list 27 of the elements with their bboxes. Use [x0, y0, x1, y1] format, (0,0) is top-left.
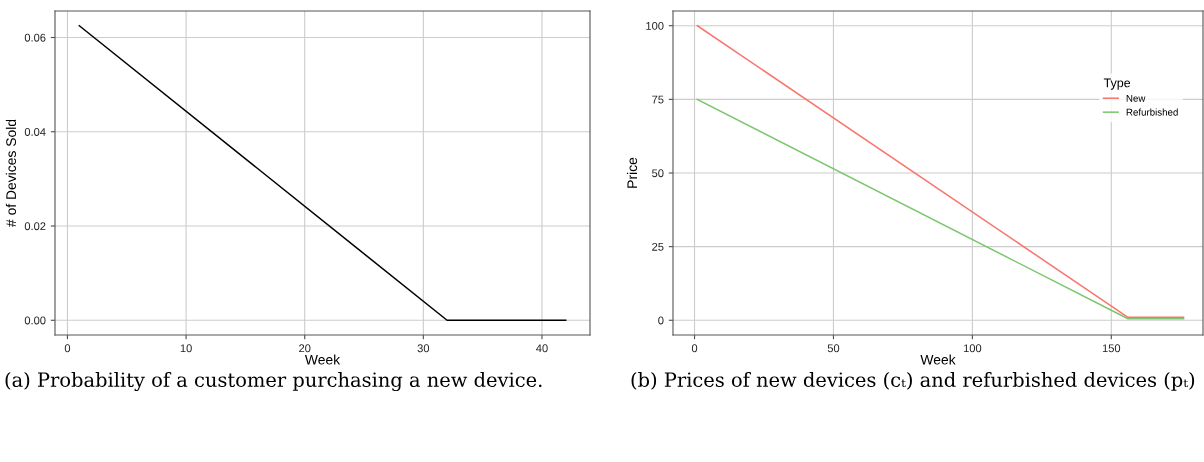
x-tick-label: 0	[691, 344, 698, 353]
y-tick-label: 25	[652, 242, 664, 251]
x-axis-title: Week	[920, 354, 956, 365]
y-tick-label: 0.00	[24, 316, 46, 325]
x-tick-label: 0	[64, 344, 71, 353]
text: (b) Prices of new devices (cₜ) and refurbished devices (pₜ)	[631, 372, 1195, 391]
y-axis-title: # of Devices Sold	[5, 119, 17, 227]
x-tick-label: 50	[827, 344, 840, 353]
x-tick-label: 30	[417, 344, 430, 353]
legend-title: Type	[1103, 78, 1131, 90]
y-tick-label: 100	[646, 21, 664, 30]
y-tick-label: 0.06	[24, 33, 46, 42]
y-tick-label: 50	[652, 169, 664, 178]
x-tick-label: 150	[1102, 344, 1121, 353]
x-tick-label: 40	[536, 344, 548, 353]
x-tick-label: 10	[180, 344, 192, 353]
y-axis-title: Price	[626, 157, 638, 188]
y-tick-label: 0.02	[24, 222, 46, 231]
y-tick-label: 0.04	[24, 128, 46, 136]
text: (a) Probability of a customer purchasing a new device.	[5, 372, 542, 392]
y-tick-label: 0	[658, 316, 664, 325]
x-axis-title: Week	[304, 354, 341, 365]
y-tick-label: 75	[652, 95, 664, 104]
legend-label: Refurbished	[1126, 108, 1178, 116]
legend-label: New	[1126, 94, 1146, 102]
x-tick-label: 100	[963, 344, 982, 353]
x-tick-label: 20	[299, 344, 311, 353]
